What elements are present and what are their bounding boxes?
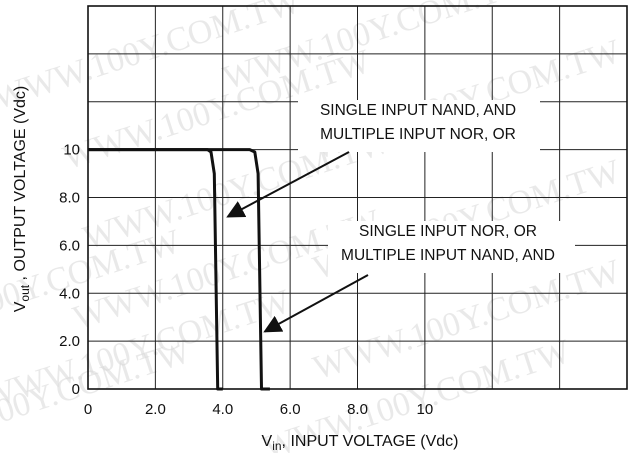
annotation-text-line: MULTIPLE INPUT NAND, AND [341,247,555,264]
y-tick-label: 2.0 [59,333,80,350]
annotation-text-line: SINGLE INPUT NOR, OR [359,223,537,240]
series-line-2 [88,148,270,391]
y-tick-label: 6.0 [59,237,80,254]
annotation-background [298,100,540,152]
annotation-arrow [263,274,369,333]
x-tick-label: 4.0 [212,401,233,418]
annotation-background [328,221,575,273]
y-tick-label: 0 [72,381,80,398]
y-tick-label: 4.0 [59,285,80,302]
y-tick-label: 10 [63,142,80,159]
x-tick-label: 2.0 [145,401,166,418]
x-tick-label: 8.0 [347,401,368,418]
x-tick-label: 10 [417,401,434,418]
y-axis-title: Vout , OUTPUT VOLTAGE (Vdc) [12,86,32,313]
y-tick-label: 8.0 [59,190,80,207]
tick-labels: 0 2.0 4.0 6.0 8.0 10 0 2.0 4.0 6.0 8.0 10 [59,142,433,418]
annotation-layer: SINGLE INPUT NAND, AND MULTIPLE INPUT NOR… [226,100,575,333]
x-tick-label: 0 [84,401,92,418]
x-axis-title: Vin, INPUT VOLTAGE (Vdc) [262,433,459,453]
plot-frame [87,5,628,390]
x-tick-label: 6.0 [280,401,301,418]
annotation-arrow [226,151,350,218]
annotation-text-line: MULTIPLE INPUT NOR, OR [320,126,516,143]
series-layer [88,148,270,391]
annotation-text-line: SINGLE INPUT NAND, AND [320,102,516,119]
